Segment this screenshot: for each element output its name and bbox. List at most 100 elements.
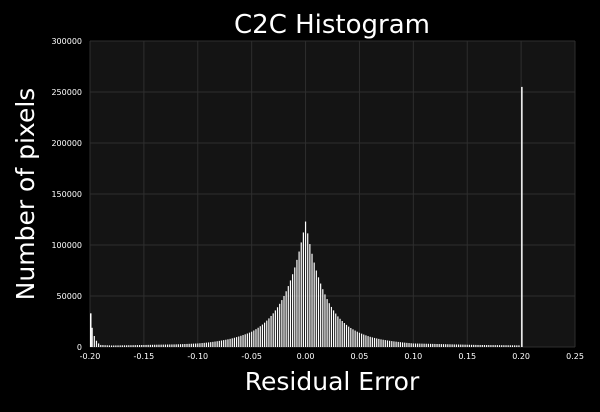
histogram-bar [255, 329, 257, 347]
histogram-bar [173, 344, 175, 347]
histogram-bar [373, 337, 376, 347]
histogram-bar [425, 343, 427, 347]
histogram-bar [136, 345, 139, 347]
histogram-bar [518, 345, 520, 347]
histogram-bar [315, 270, 317, 347]
histogram-bar [395, 341, 397, 347]
y-tick-label: 50000 [57, 292, 82, 301]
histogram-bar [143, 344, 145, 347]
histogram-bar [123, 345, 126, 347]
histogram-bar [242, 335, 244, 347]
histogram-bar [514, 345, 516, 347]
x-tick-label: -0.15 [134, 352, 155, 361]
histogram-bar [404, 342, 406, 347]
x-tick-label: 0.10 [404, 352, 422, 361]
histogram-bar [169, 344, 171, 347]
histogram-bar [436, 343, 438, 347]
histogram-bar [268, 318, 270, 347]
histogram-bar [214, 341, 216, 347]
histogram-bar [270, 315, 272, 347]
histogram-bar [257, 327, 259, 347]
histogram-bar [298, 251, 300, 347]
histogram-bar [460, 344, 462, 347]
histogram-bar [266, 320, 268, 347]
histogram-bar [134, 345, 136, 347]
histogram-bar [104, 345, 106, 347]
histogram-bar [292, 274, 294, 347]
histogram-bar [259, 326, 261, 347]
histogram-bar [453, 344, 455, 347]
histogram-bar [434, 343, 436, 347]
histogram-bar [220, 340, 223, 347]
histogram-bar [141, 345, 143, 347]
histogram-bar [330, 306, 333, 347]
histogram-bar [498, 345, 501, 347]
histogram-bar [429, 343, 432, 347]
histogram-bar [363, 334, 365, 347]
histogram-bar [93, 336, 95, 347]
histogram-bar [283, 296, 285, 347]
histogram-bar [205, 342, 207, 347]
histogram-bar [337, 316, 339, 347]
histogram-bar [511, 345, 514, 347]
histogram-bar [190, 343, 192, 347]
histogram-bar [343, 323, 345, 347]
histogram-bar [380, 339, 382, 347]
histogram-bar [447, 344, 449, 347]
x-tick-label: 0.25 [566, 352, 584, 361]
histogram-bar [216, 341, 218, 347]
histogram-bar [427, 343, 430, 347]
histogram-bar [248, 332, 251, 347]
histogram-bar [98, 343, 100, 347]
histogram-bar [145, 344, 147, 347]
histogram-bar [117, 345, 119, 347]
histogram-bar [481, 345, 483, 347]
histogram-bar [438, 344, 440, 347]
histogram-bar [382, 339, 384, 347]
histogram-bar [324, 294, 326, 347]
histogram-bar [458, 344, 460, 347]
histogram-bar [100, 344, 102, 347]
histogram-bar [378, 338, 380, 347]
histogram-bar [138, 345, 141, 347]
histogram-bar [186, 343, 188, 347]
histogram-bar [386, 340, 389, 347]
histogram-bar [115, 345, 117, 347]
histogram-bar [261, 324, 264, 347]
histogram-bar [201, 343, 203, 347]
histogram-bar [162, 344, 164, 347]
histogram-bar [473, 344, 475, 347]
histogram-bar [106, 345, 108, 347]
histogram-bar [339, 318, 341, 347]
chart-title: C2C Histogram [234, 10, 430, 40]
histogram-bar [108, 345, 110, 347]
histogram-bar [451, 344, 453, 347]
histogram-bar [199, 343, 201, 347]
histogram-bar [130, 345, 132, 347]
grid-lines [89, 40, 576, 348]
histogram-bar [238, 336, 240, 347]
x-tick-label: 0.00 [297, 352, 315, 361]
histogram-bar [175, 344, 177, 347]
histogram-bar [160, 344, 162, 347]
histogram-bar [218, 340, 220, 347]
histogram-bar [401, 342, 404, 347]
y-tick-label: 150000 [51, 190, 82, 199]
x-tick-label: 0.15 [458, 352, 476, 361]
histogram-bar [464, 344, 466, 347]
histogram-bar [246, 333, 248, 347]
histogram-bar [182, 344, 184, 347]
histogram-bar [341, 320, 343, 347]
histogram-bar [294, 267, 296, 347]
histogram-bar [352, 329, 354, 347]
histogram-bar [192, 343, 195, 347]
histogram-bar [225, 339, 227, 347]
histogram-bar [102, 345, 104, 347]
histogram-bar [356, 331, 358, 347]
histogram-bar [231, 338, 233, 347]
histogram-bar [223, 340, 225, 347]
histogram-bar [516, 345, 518, 347]
histogram-bar [466, 344, 468, 347]
histogram-bar [156, 344, 158, 347]
